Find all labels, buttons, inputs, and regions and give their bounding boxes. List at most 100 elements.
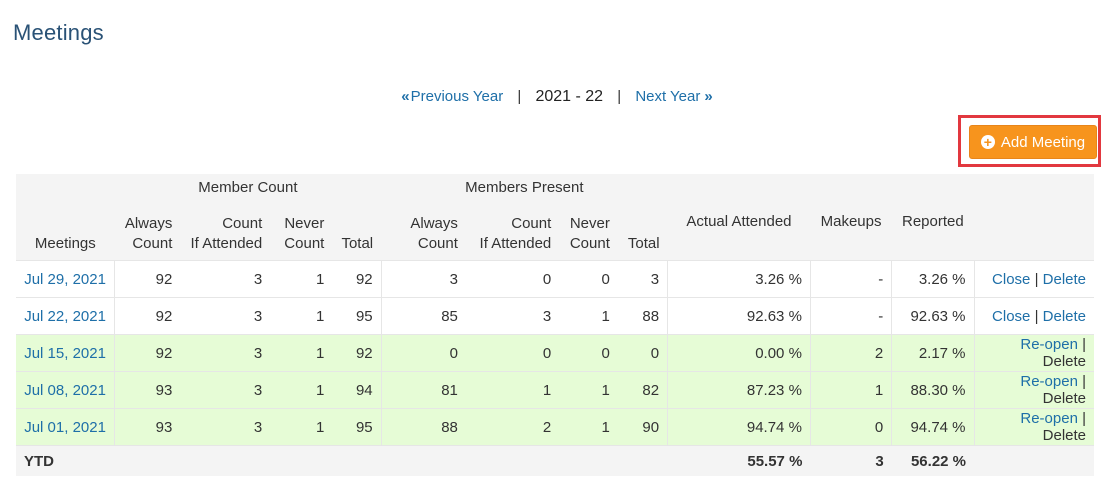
- add-meeting-label: Add Meeting: [1000, 133, 1086, 151]
- cell: 0: [809, 408, 892, 446]
- row-actions: Re-open | Delete: [973, 371, 1094, 409]
- next-year-link[interactable]: Next Year»: [635, 88, 713, 105]
- cell: 0: [559, 260, 618, 298]
- reopen-link[interactable]: Re-open: [1020, 336, 1078, 353]
- cell: 88: [380, 408, 466, 446]
- delete-link[interactable]: Delete: [1042, 307, 1086, 325]
- cell: 92: [114, 297, 181, 335]
- cell: 0: [617, 334, 668, 372]
- cell: 94: [332, 371, 382, 409]
- year-navigation: «Previous Year | 2021 - 22 | Next Year»: [0, 88, 1111, 106]
- total-header: Total: [617, 202, 668, 261]
- next-year-label: Next Year: [635, 88, 701, 105]
- meeting-date-link[interactable]: Jul 08, 2021: [24, 381, 106, 399]
- cell: 93: [114, 408, 181, 446]
- cell: 0: [559, 334, 618, 372]
- cell: 94.74 %: [667, 408, 811, 446]
- cell: 3.26 %: [891, 260, 975, 298]
- cell: 92: [114, 260, 181, 298]
- meetings-header: Meetings: [16, 202, 115, 261]
- delete-text: Delete: [1042, 353, 1086, 370]
- table-row: Jul 15, 2021 92 3 1 92 0 0 0 0 0.00 % 2 …: [16, 334, 1094, 372]
- reported-header: Reported: [891, 174, 975, 261]
- table-row: Jul 29, 2021 92 3 1 92 3 0 0 3 3.26 % - …: [16, 260, 1094, 298]
- cell: 92: [332, 334, 382, 372]
- delete-link[interactable]: Delete: [1042, 270, 1086, 288]
- cell: 3: [465, 297, 560, 335]
- cell: 0: [465, 334, 560, 372]
- ytd-actual: 55.57 %: [667, 445, 811, 476]
- previous-year-link[interactable]: «Previous Year: [401, 88, 503, 105]
- cell: 1: [809, 371, 892, 409]
- cell: 85: [380, 297, 466, 335]
- cell: 87.23 %: [667, 371, 811, 409]
- meeting-date-link[interactable]: Jul 29, 2021: [24, 270, 106, 288]
- ytd-reported: 56.22 %: [891, 445, 975, 476]
- close-link[interactable]: Close: [992, 270, 1031, 288]
- cell: 90: [617, 408, 668, 446]
- cell: 1: [465, 371, 560, 409]
- table-row: Jul 22, 2021 92 3 1 95 85 3 1 88 92.63 %…: [16, 297, 1094, 335]
- cell: 0.00 %: [667, 334, 811, 372]
- cell: -: [809, 260, 892, 298]
- row-actions: Close | Delete: [973, 260, 1094, 298]
- cell: 1: [270, 334, 333, 372]
- cell: 1: [270, 260, 333, 298]
- cell: 3: [380, 260, 466, 298]
- cell: 3: [180, 334, 271, 372]
- cell: 94.74 %: [891, 408, 975, 446]
- add-meeting-button[interactable]: + Add Meeting: [969, 125, 1097, 159]
- table-row: Jul 08, 2021 93 3 1 94 81 1 1 82 87.23 %…: [16, 371, 1094, 409]
- cell: 82: [617, 371, 668, 409]
- cell: 3: [180, 260, 271, 298]
- double-chevron-left-icon: «: [401, 88, 410, 105]
- actual-attended-header: Actual Attended: [667, 174, 811, 261]
- cell: 1: [559, 297, 618, 335]
- delete-text: Delete: [1042, 390, 1086, 407]
- member-count-header: Member Count: [114, 174, 382, 202]
- count-if-attended-header: Count If Attended: [180, 202, 271, 261]
- row-actions: Close | Delete: [973, 297, 1094, 335]
- total-header: Total: [332, 202, 382, 261]
- reopen-link[interactable]: Re-open: [1020, 410, 1078, 427]
- cell: 2: [809, 334, 892, 372]
- ytd-makeups: 3: [810, 445, 892, 476]
- cell: 93: [114, 371, 181, 409]
- meeting-date-link[interactable]: Jul 01, 2021: [24, 418, 106, 436]
- ytd-label: YTD: [16, 445, 115, 476]
- never-count-header: Never Count: [559, 202, 618, 261]
- cell: 92: [332, 260, 382, 298]
- page-title: Meetings: [13, 20, 104, 45]
- count-if-attended-header: Count If Attended: [465, 202, 560, 261]
- cell: 3: [180, 408, 271, 446]
- plus-circle-icon: +: [980, 135, 995, 149]
- reopen-link[interactable]: Re-open: [1020, 373, 1078, 390]
- meeting-date-link[interactable]: Jul 22, 2021: [24, 307, 106, 325]
- meetings-table: Member Count Members Present Actual Atte…: [16, 174, 1094, 476]
- meeting-date-link[interactable]: Jul 15, 2021: [24, 344, 106, 362]
- cell: 2: [465, 408, 560, 446]
- row-actions: Re-open | Delete: [973, 408, 1094, 446]
- cell: 3: [180, 371, 271, 409]
- cell: 1: [270, 371, 333, 409]
- cell: -: [809, 297, 892, 335]
- double-chevron-right-icon: »: [704, 88, 713, 105]
- cell: 88: [617, 297, 668, 335]
- table-row: Jul 01, 2021 93 3 1 95 88 2 1 90 94.74 %…: [16, 408, 1094, 446]
- cell: 88.30 %: [891, 371, 975, 409]
- ytd-row: YTD 55.57 % 3 56.22 %: [16, 445, 1094, 476]
- separator: |: [617, 88, 622, 105]
- members-present-header: Members Present: [381, 174, 668, 202]
- close-link[interactable]: Close: [992, 307, 1031, 325]
- cell: 81: [380, 371, 466, 409]
- cell: 1: [559, 371, 618, 409]
- always-count-header: Always Count: [114, 202, 181, 261]
- delete-text: Delete: [1042, 427, 1086, 444]
- cell: 95: [332, 408, 382, 446]
- cell: 2.17 %: [891, 334, 975, 372]
- cell: 92: [114, 334, 181, 372]
- cell: 3.26 %: [667, 260, 811, 298]
- cell: 95: [332, 297, 382, 335]
- cell: 1: [559, 408, 618, 446]
- row-actions: Re-open | Delete: [973, 334, 1094, 372]
